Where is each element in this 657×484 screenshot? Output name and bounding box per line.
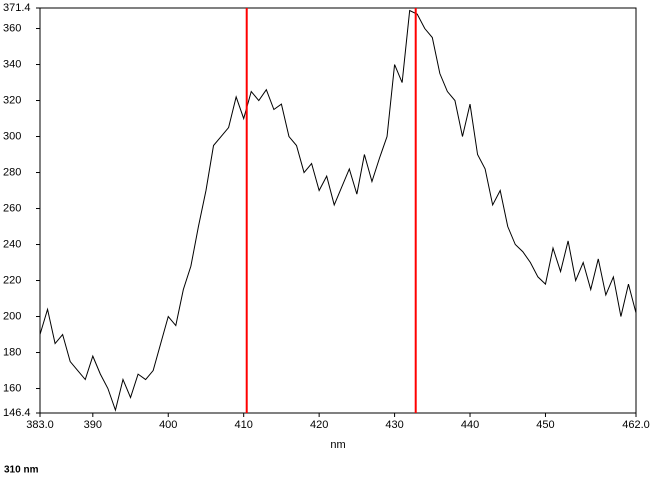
y-tick-label: 360	[3, 22, 21, 34]
y-tick-label: 340	[3, 58, 21, 70]
footer-label: 310 nm	[4, 465, 39, 476]
x-tick-label: 383.0	[26, 419, 54, 431]
x-tick-label: 400	[159, 419, 177, 431]
x-tick-label: 420	[310, 419, 328, 431]
y-tick-label: 200	[3, 310, 21, 322]
y-tick-label: 160	[3, 382, 21, 394]
y-tick-label: 280	[3, 166, 21, 178]
x-tick-label: 410	[235, 419, 253, 431]
y-tick-label: 180	[3, 346, 21, 358]
x-tick-label: 462.0	[622, 419, 650, 431]
y-tick-label: 240	[3, 238, 21, 250]
x-tick-label: 450	[536, 419, 554, 431]
y-tick-label: 371.4	[3, 2, 31, 14]
spectrum-line	[39, 9, 637, 412]
x-tick-label: 390	[84, 419, 102, 431]
y-tick-label: 146.4	[3, 407, 31, 419]
plot-frame	[39, 7, 637, 414]
x-axis-label: nm	[330, 439, 345, 451]
y-tick-label: 300	[3, 130, 21, 142]
y-tick-label: 220	[3, 274, 21, 286]
x-tick-label: 440	[461, 419, 479, 431]
y-tick-label: 320	[3, 94, 21, 106]
x-tick-label: 430	[385, 419, 403, 431]
y-tick-label: 260	[3, 202, 21, 214]
